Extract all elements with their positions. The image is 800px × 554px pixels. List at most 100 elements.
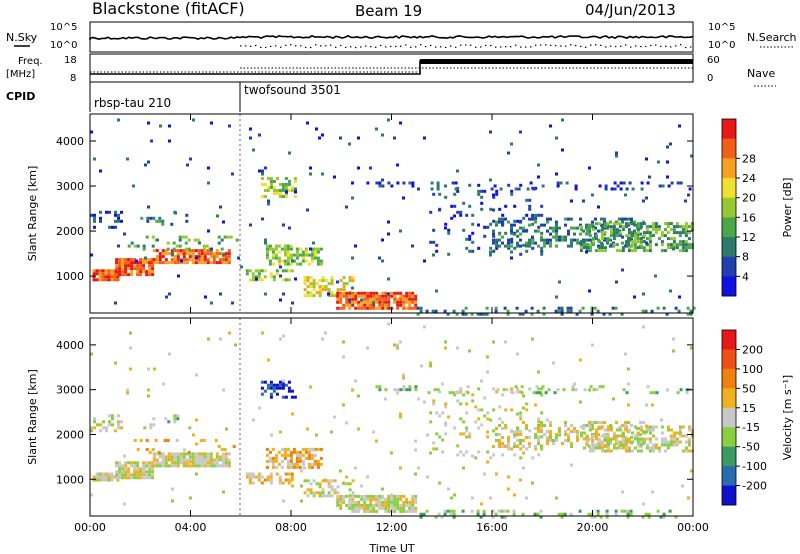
- echo-cell: [444, 423, 448, 427]
- echo-cell: [319, 447, 323, 451]
- echo-cell: [539, 515, 543, 519]
- echo-cell: [531, 238, 534, 242]
- echo-cell: [528, 223, 531, 227]
- echo-cell: [609, 437, 613, 441]
- echo-cell: [268, 247, 272, 251]
- echo-cell: [135, 259, 138, 263]
- echo-cell: [465, 213, 469, 217]
- echo-cell: [651, 490, 654, 494]
- echo-cell: [516, 229, 519, 233]
- echo-cell: [158, 461, 162, 465]
- echo-cell: [450, 216, 454, 220]
- echo-cell: [598, 184, 602, 188]
- echo-cell: [678, 124, 681, 128]
- echo-cell: [504, 204, 508, 208]
- echo-cell: [152, 458, 156, 462]
- echo-cell: [549, 433, 552, 436]
- echo-cell: [286, 462, 290, 466]
- echo-cell: [692, 306, 696, 310]
- echo-cell: [594, 217, 597, 221]
- echo-cell: [336, 297, 340, 301]
- echo-cell: [228, 124, 231, 128]
- echo-cell: [402, 181, 406, 185]
- echo-cell: [178, 235, 182, 239]
- nsearch-point: [485, 44, 487, 47]
- echo-cell: [492, 241, 495, 245]
- nsearch-point: [380, 44, 382, 47]
- echo-cell: [221, 458, 225, 462]
- echo-cell: [306, 488, 310, 492]
- echo-cell: [564, 421, 567, 424]
- nsearch-point: [515, 44, 517, 46]
- echo-cell: [387, 503, 391, 507]
- echo-cell: [675, 440, 679, 444]
- echo-cell: [456, 399, 460, 403]
- echo-cell: [648, 446, 652, 450]
- echo-cell: [612, 434, 616, 438]
- echo-cell: [491, 515, 495, 519]
- echo-cell: [560, 515, 564, 519]
- echo-cell: [339, 503, 343, 507]
- echo-cell: [687, 437, 691, 441]
- echo-cell: [321, 491, 325, 495]
- echo-cell: [114, 213, 117, 217]
- echo-cell: [133, 464, 137, 468]
- echo-cell: [148, 461, 152, 465]
- echo-cell: [345, 294, 349, 298]
- echo-cell: [173, 420, 177, 424]
- echo-cell: [348, 294, 352, 298]
- echo-cell: [167, 252, 171, 256]
- echo-cell: [269, 183, 273, 186]
- echo-cell: [624, 225, 628, 229]
- echo-cell: [597, 446, 601, 450]
- echo-cell: [444, 432, 448, 436]
- echo-cell: [600, 237, 604, 241]
- echo-cell: [170, 261, 174, 265]
- echo-cell: [351, 303, 355, 307]
- echo-cell: [612, 225, 616, 229]
- echo-cell: [336, 288, 340, 292]
- echo-cell: [517, 187, 521, 191]
- echo-cell: [666, 145, 669, 149]
- echo-cell: [360, 484, 363, 488]
- echo-cell: [579, 434, 583, 438]
- echo-cell: [399, 294, 403, 298]
- echo-cell: [378, 300, 382, 304]
- echo-cell: [227, 464, 231, 468]
- echo-cell: [561, 442, 564, 445]
- echo-cell: [537, 213, 541, 217]
- echo-cell: [366, 497, 370, 501]
- echo-cell: [429, 361, 432, 365]
- echo-cell: [546, 439, 549, 442]
- echo-cell: [363, 300, 367, 304]
- echo-cell: [687, 443, 691, 447]
- echo-cell: [127, 470, 131, 474]
- counts-tick-right-high: 10^5: [708, 22, 735, 33]
- echo-cell: [227, 461, 231, 465]
- echo-cell: [194, 455, 198, 459]
- echo-cell: [651, 443, 655, 447]
- echo-cell: [651, 234, 655, 238]
- echo-cell: [609, 225, 613, 229]
- echo-cell: [155, 458, 159, 462]
- echo-cell: [309, 282, 313, 286]
- echo-cell: [158, 252, 162, 256]
- echo-cell: [363, 503, 367, 507]
- echo-cell: [282, 334, 285, 338]
- echo-cell: [501, 436, 504, 439]
- echo-cell: [540, 213, 544, 217]
- echo-cell: [408, 388, 412, 392]
- echo-cell: [486, 430, 489, 434]
- freq-tick-low: 8: [70, 73, 76, 84]
- echo-cell: [248, 472, 252, 476]
- echo-cell: [369, 494, 373, 498]
- echo-cell: [537, 244, 540, 248]
- echo-cell: [390, 184, 394, 188]
- echo-cell: [462, 393, 466, 397]
- echo-cell: [588, 449, 592, 453]
- echo-cell: [272, 275, 276, 279]
- echo-cell: [287, 189, 291, 192]
- echo-cell: [304, 259, 308, 263]
- echo-cell: [345, 300, 349, 304]
- echo-cell: [477, 408, 481, 412]
